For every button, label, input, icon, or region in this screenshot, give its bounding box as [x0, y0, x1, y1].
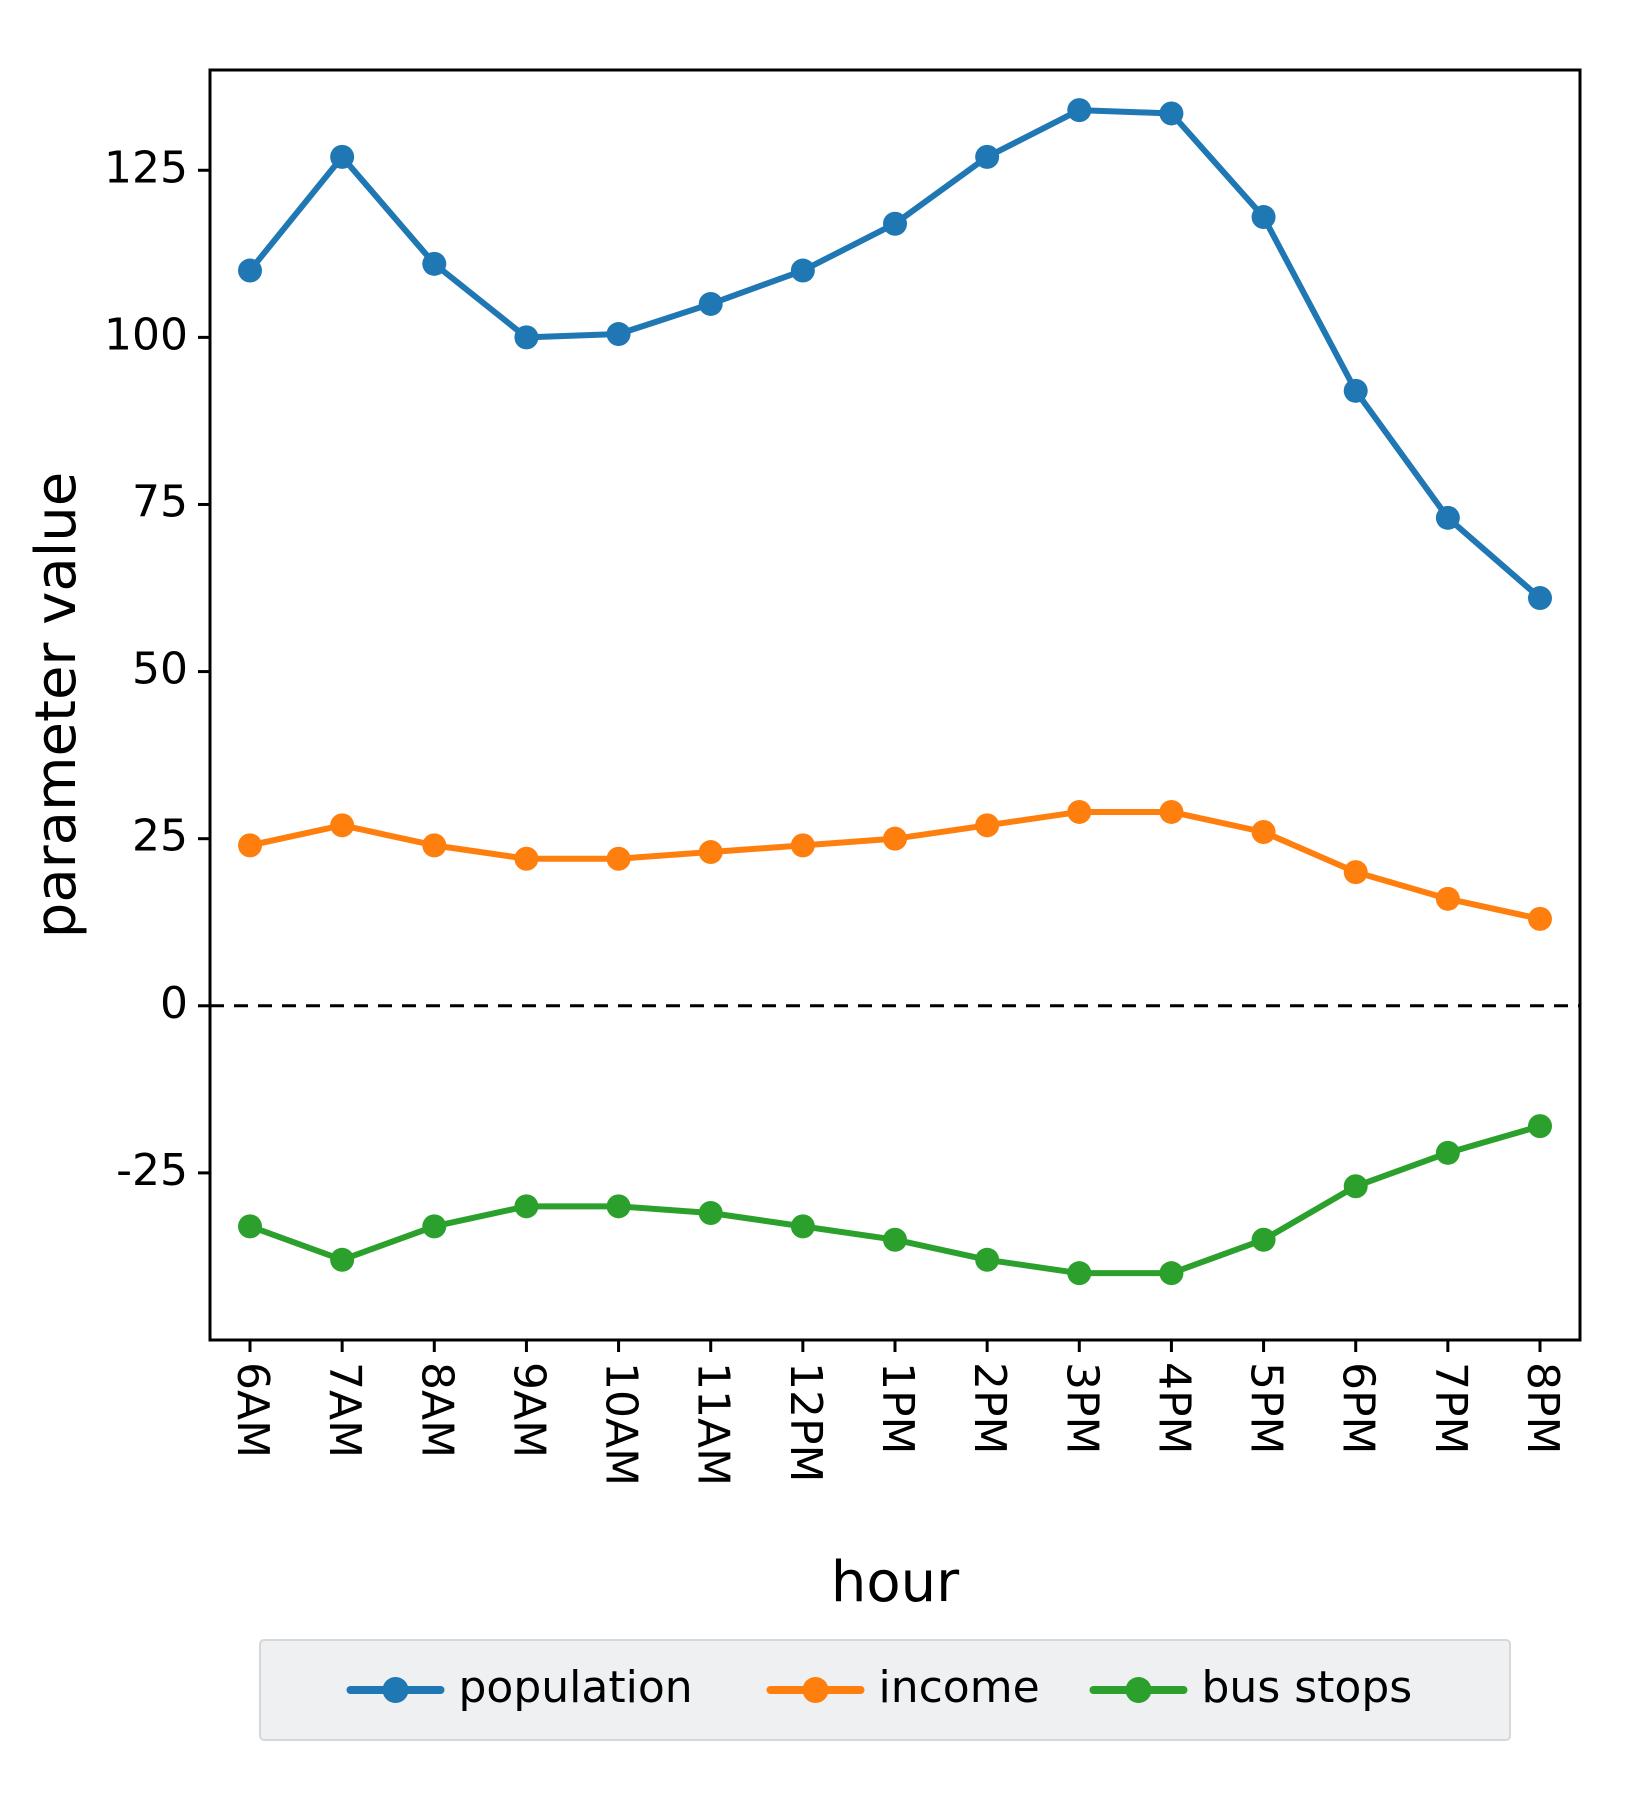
- series-marker: [883, 1228, 907, 1252]
- series-marker: [1528, 907, 1552, 931]
- series-marker: [607, 847, 631, 871]
- chart-container: -25 0 25 50 75 100 125 6AM 7AM 8AM 9AM 10AM 11AM 12PM…: [0, 0, 1650, 1800]
- series-marker: [1436, 1141, 1460, 1165]
- y-axis-label: parameter value: [24, 472, 89, 938]
- series-marker: [1159, 800, 1183, 824]
- series-marker: [330, 813, 354, 837]
- series-marker: [791, 1214, 815, 1238]
- series-marker: [1067, 800, 1091, 824]
- legend-marker: [1126, 1677, 1152, 1703]
- series-marker: [1528, 586, 1552, 610]
- series-marker: [1159, 1261, 1183, 1285]
- series-marker: [238, 259, 262, 283]
- x-axis-label: hour: [831, 1550, 960, 1615]
- series-marker: [699, 840, 723, 864]
- x-tick-label: 11AM: [688, 1362, 739, 1486]
- x-tick-label: 8PM: [1517, 1362, 1568, 1455]
- series-marker: [1344, 379, 1368, 403]
- series-marker: [1344, 860, 1368, 884]
- x-tick-label: 9AM: [503, 1362, 554, 1458]
- x-tick-label: 12PM: [780, 1362, 831, 1482]
- series-marker: [883, 212, 907, 236]
- series-marker: [422, 252, 446, 276]
- series-marker: [975, 813, 999, 837]
- series-marker: [1436, 887, 1460, 911]
- series-marker: [514, 325, 538, 349]
- y-tick-label: 25: [132, 811, 188, 862]
- series-marker: [330, 1248, 354, 1272]
- series-marker: [422, 1214, 446, 1238]
- x-tick-label: 10AM: [596, 1362, 647, 1486]
- series-marker: [238, 833, 262, 857]
- x-tick-label: 8AM: [411, 1362, 462, 1458]
- series-marker: [1252, 1228, 1276, 1252]
- x-tick-label: 5PM: [1241, 1362, 1292, 1455]
- legend-marker: [803, 1677, 829, 1703]
- y-tick-label: 0: [160, 978, 188, 1029]
- series-marker: [1436, 506, 1460, 530]
- series-marker: [1344, 1174, 1368, 1198]
- x-tick-label: 1PM: [872, 1362, 923, 1455]
- series-marker: [975, 1248, 999, 1272]
- line-chart: -25 0 25 50 75 100 125 6AM 7AM 8AM 9AM 10AM 11AM 12PM…: [0, 0, 1650, 1800]
- series-marker: [607, 1194, 631, 1218]
- legend-label: population: [459, 1662, 693, 1713]
- x-tick-label: 3PM: [1056, 1362, 1107, 1455]
- x-tick-label: 7AM: [319, 1362, 370, 1458]
- series-marker: [514, 847, 538, 871]
- legend-label: income: [879, 1662, 1040, 1713]
- series-marker: [791, 259, 815, 283]
- x-tick-label: 2PM: [964, 1362, 1015, 1455]
- series-marker: [1252, 205, 1276, 229]
- series-marker: [1528, 1114, 1552, 1138]
- x-tick-label: 7PM: [1425, 1362, 1476, 1455]
- series-marker: [514, 1194, 538, 1218]
- series-marker: [607, 322, 631, 346]
- legend-marker: [383, 1677, 409, 1703]
- series-marker: [1067, 1261, 1091, 1285]
- x-tick-label: 6AM: [227, 1362, 278, 1458]
- y-tick-label: 75: [132, 476, 188, 527]
- y-tick-label: 125: [104, 142, 188, 193]
- series-marker: [1159, 101, 1183, 125]
- series-marker: [791, 833, 815, 857]
- series-marker: [883, 827, 907, 851]
- series-marker: [699, 1201, 723, 1225]
- x-tick-label: 4PM: [1148, 1362, 1199, 1455]
- series-marker: [330, 145, 354, 169]
- series-marker: [1252, 820, 1276, 844]
- y-tick-label: 50: [132, 644, 188, 695]
- series-marker: [238, 1214, 262, 1238]
- legend-label: bus stops: [1202, 1662, 1413, 1713]
- series-marker: [422, 833, 446, 857]
- x-tick-label: 6PM: [1333, 1362, 1384, 1455]
- series-marker: [975, 145, 999, 169]
- series-marker: [699, 292, 723, 316]
- y-tick-label: -25: [116, 1145, 188, 1196]
- series-marker: [1067, 98, 1091, 122]
- y-tick-label: 100: [104, 309, 188, 360]
